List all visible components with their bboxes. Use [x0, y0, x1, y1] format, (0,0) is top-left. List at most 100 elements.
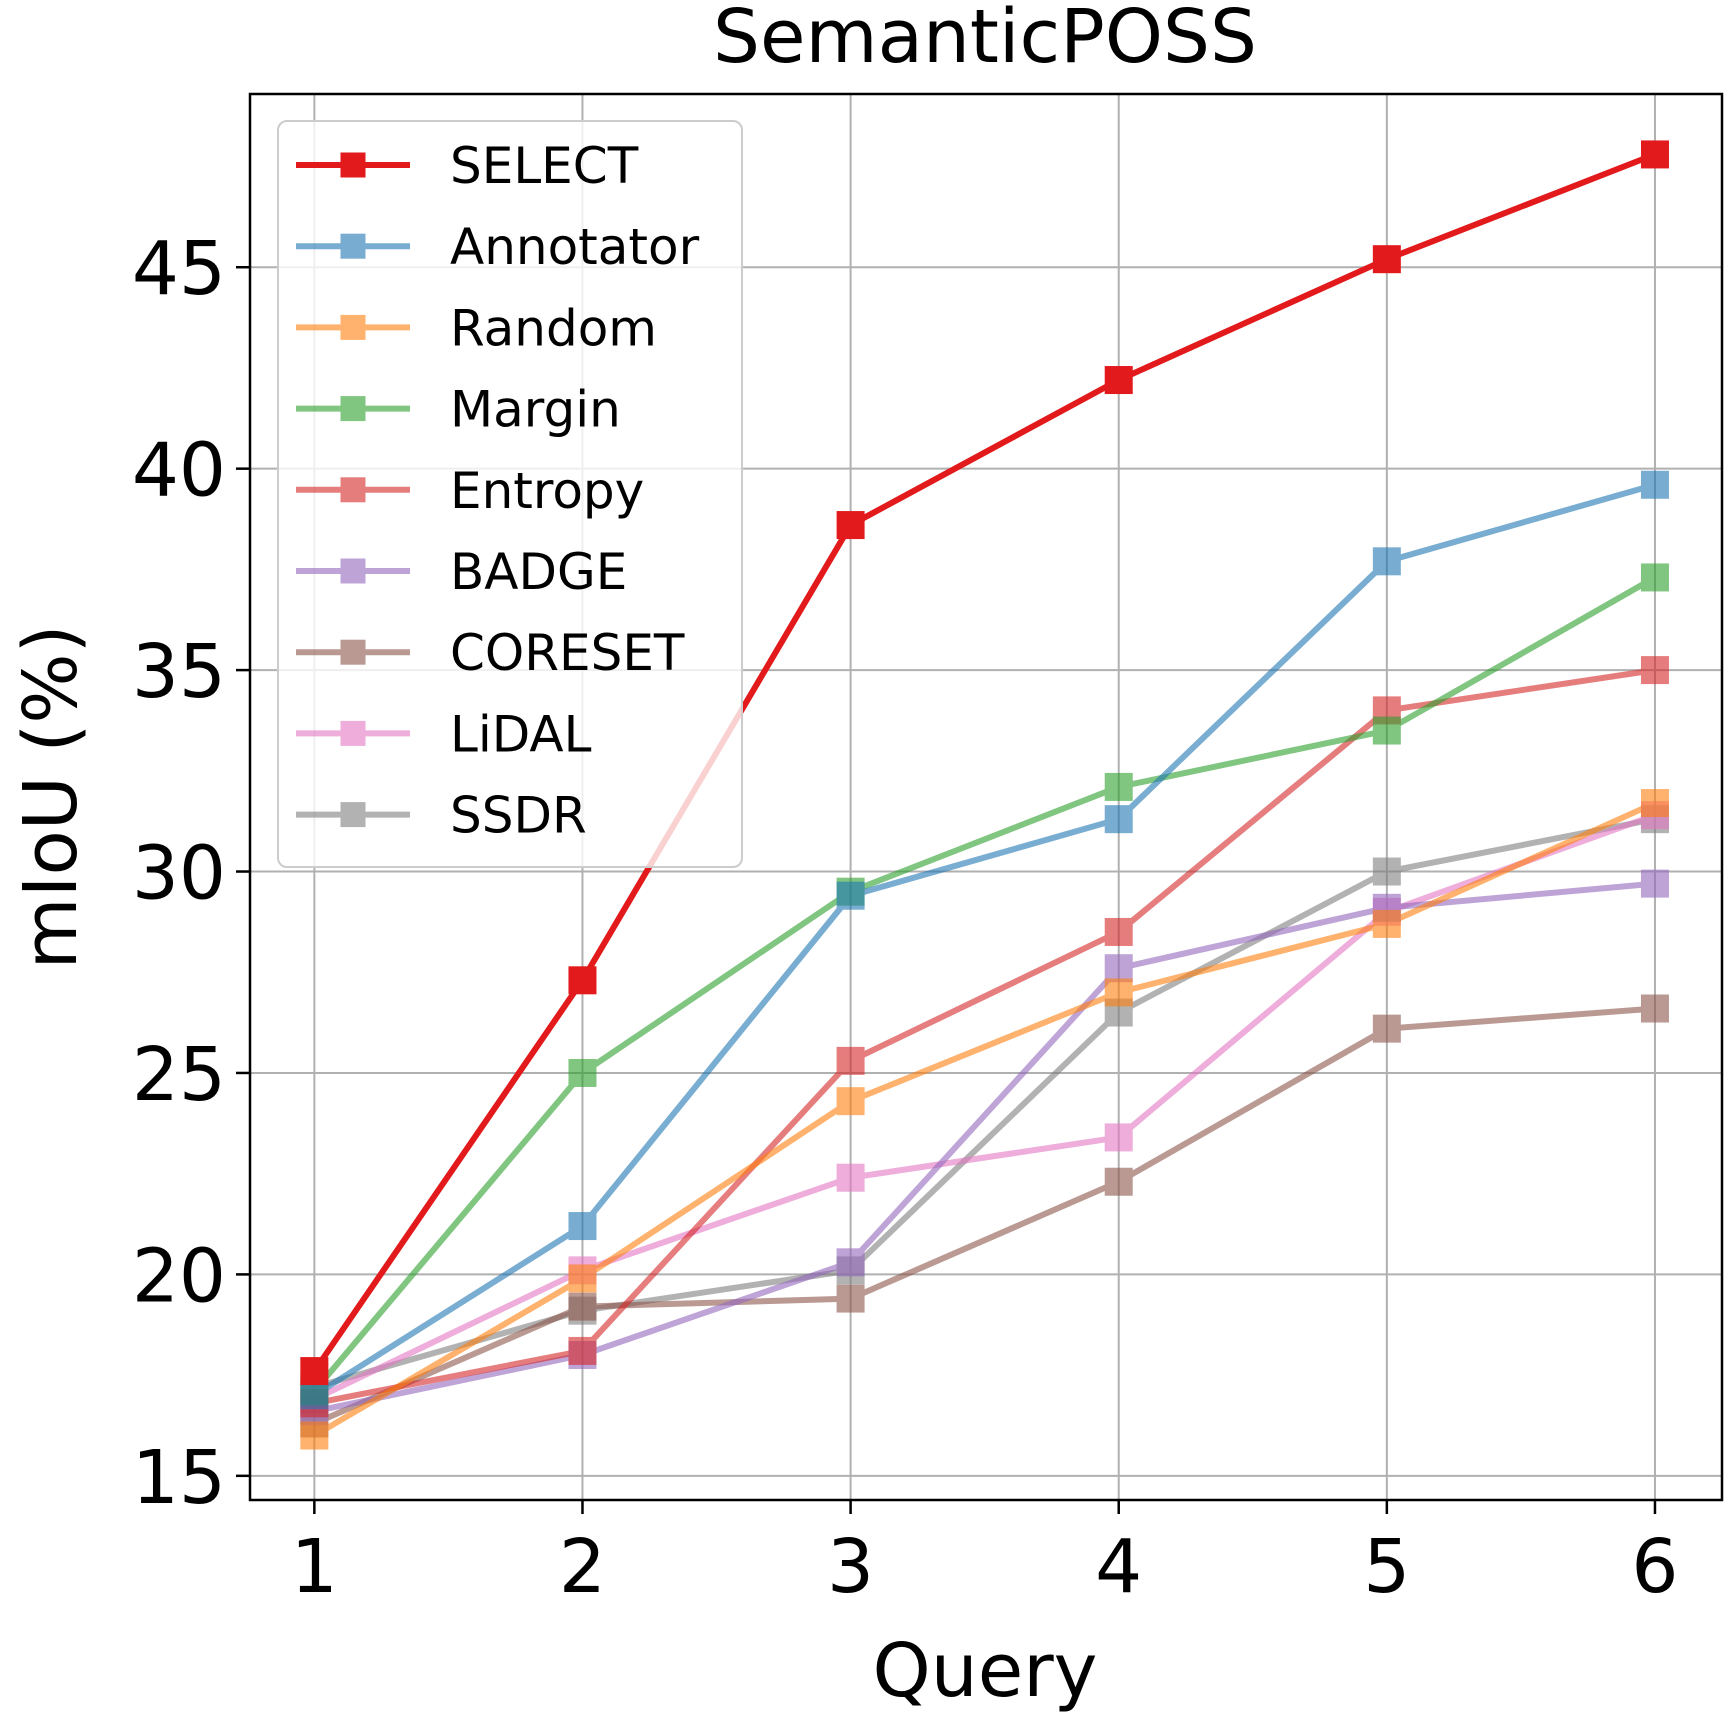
data-point-entropy [1640, 656, 1669, 685]
legend-swatch-annotator [296, 233, 410, 259]
legend-swatch-badge [296, 558, 410, 584]
legend-swatch-entropy [296, 477, 410, 503]
legend-marker [340, 639, 366, 665]
series-line-random [311, 800, 1658, 1439]
series-line-margin [311, 574, 1658, 1395]
legend-label: Random [450, 299, 657, 357]
data-point-badge [836, 1248, 865, 1277]
legend-item-entropy: Entropy [296, 462, 644, 520]
legend-item-lidal: LiDAL [296, 705, 592, 763]
y-tick-label: 25 [132, 1032, 226, 1118]
data-point-lidal [1104, 1123, 1133, 1152]
legend-marker [340, 152, 366, 178]
series-line-coreset [311, 1005, 1658, 1427]
data-point-coreset [836, 1284, 865, 1313]
data-point-select [1104, 366, 1133, 395]
x-tick-label: 6 [1631, 1524, 1678, 1610]
legend-item-annotator: Annotator [296, 218, 700, 276]
legend-marker [340, 720, 366, 746]
x-tick-label: 1 [291, 1524, 338, 1610]
data-point-margin [1640, 563, 1669, 592]
chart-title: SemanticPOSS [713, 0, 1257, 80]
y-axis-label: mIoU (%) [8, 625, 94, 970]
legend-label: Annotator [450, 218, 700, 276]
legend-item-coreset: CORESET [296, 624, 685, 682]
data-point-select [1372, 245, 1401, 274]
data-point-coreset [1104, 1167, 1133, 1196]
legend-label: SELECT [450, 137, 639, 195]
series-line-select [311, 151, 1658, 1375]
legend-label: Entropy [450, 462, 644, 520]
data-point-coreset [1640, 994, 1669, 1023]
data-point-random [300, 1421, 329, 1450]
series-random [300, 789, 1669, 1450]
legend-label: LiDAL [450, 705, 592, 763]
data-point-random [1104, 978, 1133, 1007]
data-point-entropy [836, 1046, 865, 1075]
data-point-annotator [1640, 470, 1669, 499]
legend-swatch-ssdr [296, 802, 410, 828]
data-point-annotator [1372, 547, 1401, 576]
data-point-select [1640, 140, 1669, 169]
data-point-lidal [836, 1163, 865, 1192]
data-point-random [568, 1264, 597, 1293]
series-select [300, 140, 1669, 1386]
legend-label: CORESET [450, 624, 685, 682]
y-tick-label: 40 [132, 428, 226, 514]
data-point-margin [568, 1058, 597, 1087]
legend-marker [340, 558, 366, 584]
legend-item-select: SELECT [296, 137, 639, 195]
legend-item-badge: BADGE [296, 543, 627, 601]
series-annotator [300, 470, 1669, 1410]
data-point-coreset [1372, 1014, 1401, 1043]
series-line-lidal [311, 812, 1658, 1403]
series-line-annotator [311, 481, 1658, 1399]
data-point-annotator [300, 1381, 329, 1410]
legend-item-random: Random [296, 299, 657, 357]
x-axis-label: Query [873, 1628, 1098, 1714]
data-point-annotator [836, 881, 865, 910]
data-point-badge [1104, 954, 1133, 983]
y-tick-label: 15 [132, 1435, 226, 1521]
legend-swatch-random [296, 314, 410, 340]
y-tick-label: 20 [132, 1233, 226, 1319]
data-point-annotator [568, 1212, 597, 1241]
data-point-annotator [1104, 805, 1133, 834]
data-point-random [836, 1087, 865, 1116]
y-tick-label: 45 [132, 226, 226, 312]
data-point-entropy [1104, 917, 1133, 946]
legend-item-ssdr: SSDR [296, 787, 587, 845]
data-point-entropy [568, 1336, 597, 1365]
data-point-ssdr [1372, 857, 1401, 886]
y-tick-label: 35 [132, 629, 226, 715]
x-tick-label: 2 [559, 1524, 606, 1610]
data-point-random [1372, 909, 1401, 938]
data-point-coreset [568, 1292, 597, 1321]
legend-swatch-margin [296, 396, 410, 422]
series-group [300, 140, 1669, 1450]
series-ssdr [300, 805, 1669, 1402]
data-point-badge [1640, 869, 1669, 898]
data-point-margin [1372, 716, 1401, 745]
legend-label: BADGE [450, 543, 627, 601]
legend-marker [340, 233, 366, 259]
x-tick-label: 4 [1095, 1524, 1142, 1610]
data-point-select [836, 511, 865, 540]
x-tick-label: 3 [827, 1524, 874, 1610]
data-point-select [300, 1357, 329, 1386]
legend: SELECT Annotator Random Margin Entropy BADGE C… [277, 120, 743, 868]
data-point-random [1640, 789, 1669, 818]
series-margin [300, 563, 1669, 1406]
legend-marker [340, 314, 366, 340]
legend-swatch-coreset [296, 639, 410, 665]
legend-label: Margin [450, 381, 621, 439]
legend-swatch-lidal [296, 720, 410, 746]
legend-box [277, 120, 743, 868]
legend-marker [340, 477, 366, 503]
legend-label: SSDR [450, 787, 587, 845]
legend-item-margin: Margin [296, 381, 621, 439]
x-tick-label: 5 [1363, 1524, 1410, 1610]
y-tick-label: 30 [132, 831, 226, 917]
